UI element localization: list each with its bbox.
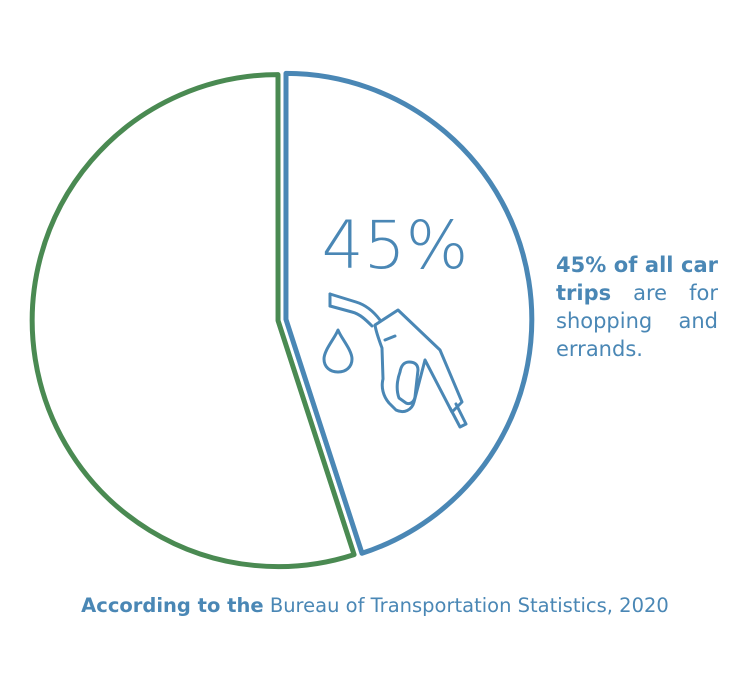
source-text: Bureau of Transportation Statistics, 202… — [269, 594, 669, 617]
source-citation: According to the Bureau of Transportatio… — [0, 594, 750, 617]
stat-rest: are for shopping and errands. — [556, 281, 718, 361]
fuel-pump-nozzle-icon — [328, 292, 468, 429]
slice-percentage-label: 45% — [322, 207, 469, 284]
pie-slice-shopping-errands — [283, 70, 535, 556]
stat-description: 45% of all car trips are for shopping an… — [556, 251, 718, 363]
pie-slice-other-trips — [29, 72, 357, 570]
fuel-drop-icon — [322, 328, 354, 374]
source-lead: According to the — [81, 594, 264, 617]
stat-highlight: 45% of all car trips — [556, 253, 718, 305]
